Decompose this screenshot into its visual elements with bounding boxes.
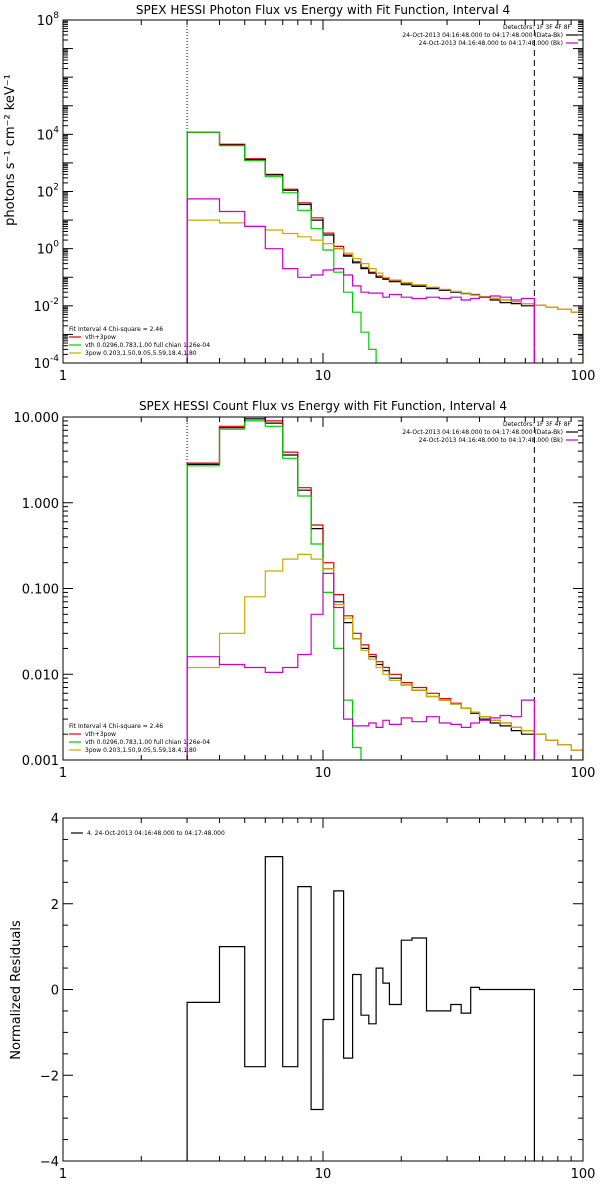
series-line-3pow — [186, 553, 583, 760]
x-tick-label: 10 — [315, 369, 332, 384]
fit-legend-entry: Fit Interval 4 Chi-square = 2.46 — [69, 326, 163, 333]
legend-entry: 24-Oct-2013 04:16:48.000 to 04:17:48.000… — [419, 437, 563, 444]
count-flux-panel: SPEX HESSI Count Flux vs Energy with Fit… — [14, 399, 596, 781]
y-tick-label: 0.100 — [22, 583, 59, 598]
residuals-panel: 1 10 100 −4 −2 0 2 4 Normalized Residuals 4. 24… — [9, 812, 596, 1182]
x-tick-label: 10 — [315, 1167, 332, 1182]
series-line-data-0 — [186, 856, 535, 1161]
y-tick-label: 100 — [37, 240, 60, 258]
legend-header: Detectors: 1F 3F 4F 8F — [503, 421, 572, 428]
count-fit-legend: Fit Interval 4 Chi-square = 2.46vth+3pow… — [69, 723, 210, 754]
residuals-plot-area — [186, 856, 535, 1161]
fit-legend-entry: vth+3pow — [85, 334, 116, 341]
x-tick-label: 1 — [59, 766, 67, 781]
series-line-3pow — [186, 219, 583, 363]
x-tick-label: 100 — [571, 369, 596, 384]
series-line-data-0 — [186, 418, 535, 760]
fit-legend-entry: vth 0.0296,0.783,1.00 full chian 1.26e-0… — [85, 342, 210, 349]
y-tick-label: 0.010 — [22, 668, 59, 683]
y-tick-label: −2 — [40, 1069, 59, 1084]
y-tick-label: 4 — [51, 812, 59, 827]
fit-legend-entry: vth+3pow — [85, 731, 116, 738]
count-axis-ticks: 1 10 100 0.001 0.010 0.100 1.000 10.000 — [14, 411, 596, 781]
y-tick-label: 102 — [37, 183, 59, 201]
y-tick-label: 0 — [51, 984, 59, 999]
photon-fit-legend: Fit Interval 4 Chi-square = 2.46vth+3pow… — [69, 326, 210, 357]
series-line-bk — [186, 572, 535, 760]
series-line-data-1 — [186, 131, 535, 363]
legend-header: Detectors: 1F 3F 4F 8F — [503, 24, 572, 31]
photon-axis-ticks: 1 10 100 10-4 10-2 100 102 104 108 — [33, 11, 595, 384]
y-tick-label: 1.000 — [22, 497, 59, 512]
legend-entry: 24-Oct-2013 04:16:48.000 to 04:17:48.000… — [402, 32, 563, 39]
x-tick-label: 1 — [59, 369, 67, 384]
series-line-bk — [186, 198, 535, 363]
photon-y-axis-label: photons s⁻¹ cm⁻² keV⁻¹ — [3, 74, 18, 226]
y-tick-label: 10-2 — [33, 297, 59, 315]
x-tick-label: 1 — [59, 1167, 67, 1182]
y-tick-label: 10-4 — [33, 354, 59, 372]
residuals-y-axis-label: Normalized Residuals — [9, 920, 24, 1060]
x-tick-label: 100 — [571, 766, 596, 781]
fit-legend-entry: vth 0.0296,0.783,1.00 full chian 1.26e-0… — [85, 739, 210, 746]
series-line-vth-3pow — [186, 131, 583, 363]
fit-legend-entry: Fit Interval 4 Chi-square = 2.46 — [69, 723, 163, 730]
count-chart-title: SPEX HESSI Count Flux vs Energy with Fit… — [139, 399, 507, 413]
y-tick-label: 108 — [37, 11, 60, 29]
y-tick-label: −4 — [40, 1155, 59, 1170]
residuals-legend: 4. 24-Oct-2013 04:16:48.000 to 04:17:48.… — [71, 830, 225, 837]
x-tick-label: 100 — [571, 1167, 596, 1182]
residuals-axis-ticks: 1 10 100 −4 −2 0 2 4 — [40, 812, 596, 1182]
series-line-vth — [186, 420, 362, 760]
y-tick-label: 104 — [37, 125, 60, 143]
photon-flux-panel: SPEX HESSI Photon Flux vs Energy with Fi… — [3, 3, 595, 384]
y-tick-label: 0.001 — [22, 754, 59, 769]
y-tick-label: 2 — [51, 898, 59, 913]
fit-legend-entry: 3pow 0.203,1.50,9.05,5.59,18.4,1.80 — [85, 747, 197, 754]
series-line-vth-3pow — [186, 417, 583, 760]
count-plot-area — [186, 417, 583, 760]
x-tick-label: 10 — [315, 766, 332, 781]
photon-plot-area — [186, 20, 583, 363]
legend-entry: 4. 24-Oct-2013 04:16:48.000 to 04:17:48.… — [87, 830, 225, 837]
y-tick-label: 10.000 — [14, 411, 60, 426]
legend-entry: 24-Oct-2013 04:16:48.000 to 04:17:48.000… — [402, 429, 563, 436]
photon-chart-title: SPEX HESSI Photon Flux vs Energy with Fi… — [136, 3, 510, 17]
photon-plot-frame — [62, 19, 584, 364]
fit-legend-entry: 3pow 0.203,1.50,9.05,5.59,18.4,1.80 — [85, 350, 197, 357]
legend-entry: 24-Oct-2013 04:16:48.000 to 04:17:48.000… — [419, 40, 563, 47]
series-line-vth — [186, 131, 377, 363]
